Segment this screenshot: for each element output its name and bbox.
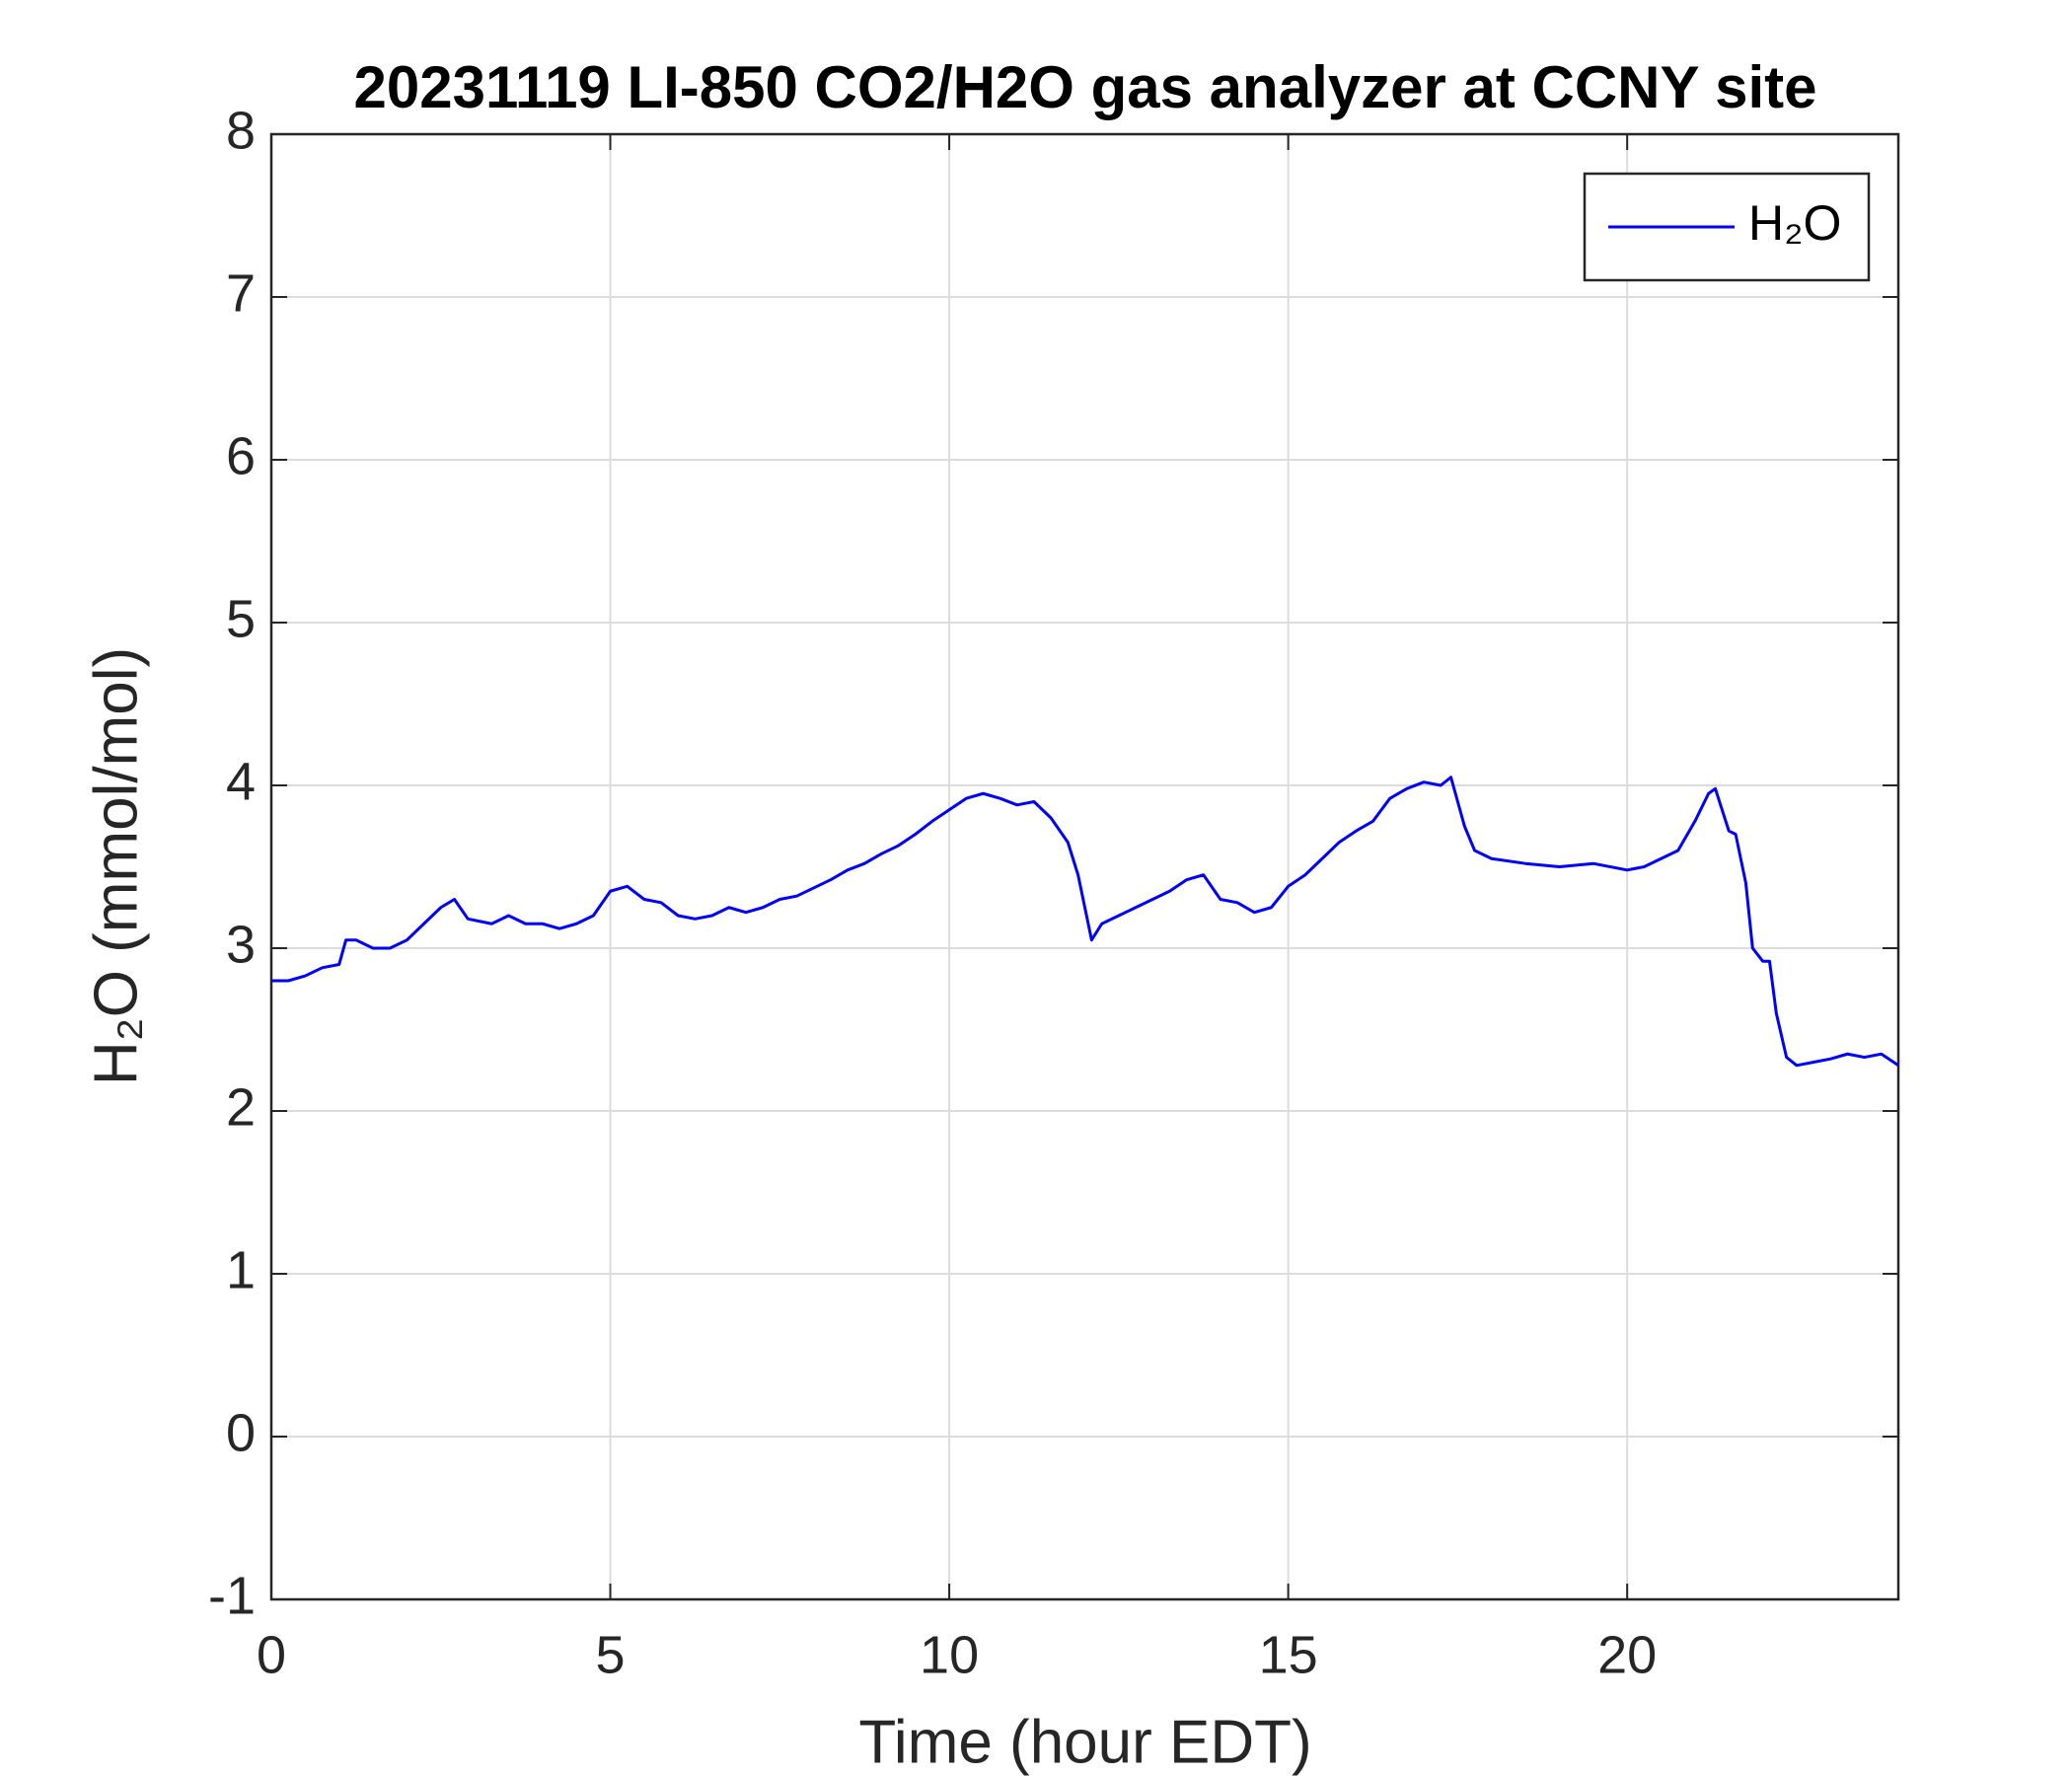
plot-frame [269, 132, 1900, 1601]
y-tick-label: 1 [226, 1240, 256, 1299]
y-tick-label: 4 [226, 752, 256, 811]
x-axis-label: Time (hour EDT) [858, 1708, 1311, 1776]
y-tick-label: 8 [226, 101, 256, 160]
x-tick-label: 15 [1259, 1625, 1318, 1684]
y-tick-label: 5 [226, 589, 256, 648]
data-line [271, 776, 1899, 1068]
x-tick-label: 10 [920, 1625, 979, 1684]
x-tick-label: 5 [596, 1625, 626, 1684]
y-tick-label: 3 [226, 915, 256, 974]
y-axis-label: H₂O (mmol/mol) [82, 647, 150, 1085]
y-tick-label: 7 [226, 263, 256, 323]
y-tick-label: 2 [226, 1077, 256, 1137]
x-tick-label: 20 [1597, 1625, 1657, 1684]
chart-title: 20231119 LI-850 CO2/H2O gas analyzer at … [353, 54, 1816, 120]
x-tick-label: 0 [257, 1625, 286, 1684]
y-tick-label: -1 [208, 1566, 256, 1625]
y-tick-label: 0 [226, 1403, 256, 1462]
y-tick-label: 6 [226, 426, 256, 485]
legend-label: H₂O [1748, 195, 1841, 251]
